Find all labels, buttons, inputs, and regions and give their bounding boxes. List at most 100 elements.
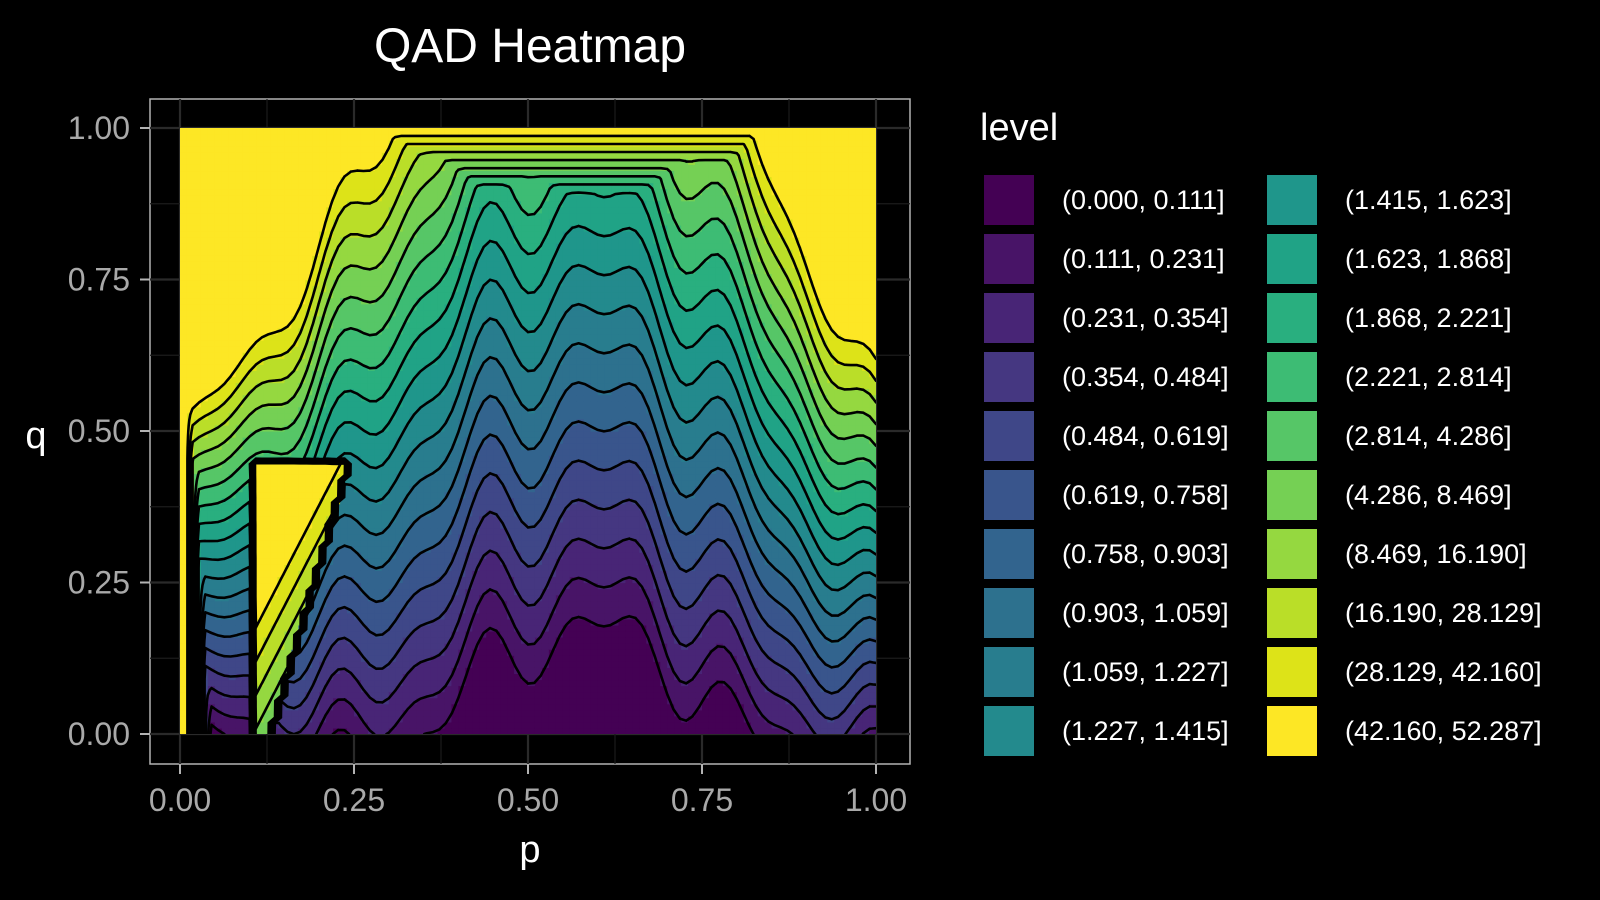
heatmap-cell [507,485,515,493]
heatmap-cell [284,406,292,414]
heatmap-cell [430,643,439,650]
heatmap-cell [472,309,480,317]
heatmap-cell [409,564,418,571]
heatmap-cell [235,721,244,729]
heatmap-cell [395,249,404,256]
heatmap-cell [521,558,529,565]
heatmap-cell [521,497,529,505]
heatmap-cell [354,188,362,196]
heatmap-cell [200,364,209,371]
heatmap-cell [305,188,313,196]
heatmap-cell [381,649,390,656]
heatmap-cell [305,527,313,535]
heatmap-cell [409,218,418,226]
heatmap-cell [284,327,292,335]
heatmap-cell [423,297,432,305]
heatmap-cell [507,552,515,559]
heatmap-cell [444,231,453,238]
heatmap-cell [277,600,285,608]
heatmap-cell [430,315,439,323]
heatmap-cell [402,509,411,517]
heatmap-cell [312,273,320,281]
heatmap-cell [277,334,285,341]
heatmap-cell [263,394,272,402]
heatmap-cell [291,624,299,632]
heatmap-cell [521,612,529,620]
heatmap-cell [493,606,501,614]
heatmap-cell [270,134,279,141]
heatmap-cell [367,212,376,220]
heatmap-cell [180,461,188,468]
heatmap-cell [256,200,265,208]
heatmap-cell [430,709,439,717]
heatmap-cell [354,661,362,668]
heatmap-cell [416,473,425,481]
heatmap-cell [493,303,501,311]
heatmap-cell [347,697,355,705]
heatmap-cell [402,515,411,523]
heatmap-cell [340,303,348,311]
heatmap-cell [514,206,522,214]
heatmap-cell [374,685,383,693]
heatmap-cell [347,473,355,481]
heatmap-cell [416,673,425,681]
heatmap-cell [367,370,376,378]
heatmap-cell [507,176,515,184]
heatmap-cell [521,570,529,578]
heatmap-cell [326,649,334,656]
heatmap-cell [214,182,223,190]
heatmap-cell [500,152,508,159]
heatmap-cell [416,643,425,650]
heatmap-cell [416,582,425,590]
heatmap-cell [360,540,369,547]
heatmap-cell [228,406,237,414]
heatmap-cell [521,564,529,571]
heatmap-cell [298,546,306,553]
heatmap-cell [305,352,313,359]
heatmap-cell [451,691,459,699]
heatmap-cell [493,412,501,420]
heatmap-cell [333,594,341,602]
heatmap-cell [180,594,188,602]
heatmap-cell [409,546,418,553]
heatmap-cell [242,449,251,456]
heatmap-cell [479,503,487,511]
heatmap-cell [256,273,265,281]
heatmap-cell [521,582,529,590]
heatmap-cell [514,388,522,396]
heatmap-cell [186,140,195,147]
heatmap-cell [256,382,265,390]
heatmap-cell [221,134,230,141]
heatmap-cell [221,206,230,214]
heatmap-cell [402,164,411,172]
heatmap-cell [416,540,425,547]
heatmap-cell [284,461,292,468]
heatmap-cell [200,588,209,596]
heatmap-cell [326,637,334,644]
heatmap-cell [381,703,390,711]
heatmap-cell [458,679,466,687]
heatmap-cell [374,279,383,287]
heatmap-cell [193,406,202,414]
heatmap-cell [256,394,265,402]
heatmap-cell [326,346,334,353]
heatmap-cell [486,467,494,475]
heatmap-cell [521,297,529,305]
heatmap-cell [374,158,383,165]
heatmap-cell [326,218,334,226]
heatmap-cell [507,455,515,462]
heatmap-cell [228,218,237,226]
heatmap-cell [214,212,223,220]
heatmap-cell [291,255,299,262]
heatmap-cell [451,412,459,420]
heatmap-cell [416,176,425,184]
heatmap-cell [333,479,341,487]
heatmap-cell [305,503,313,511]
heatmap-cell [347,600,355,608]
heatmap-cell [180,212,188,220]
heatmap-cell [221,582,230,590]
heatmap-cell [221,321,230,329]
heatmap-cell [249,249,258,256]
heatmap-cell [437,534,446,541]
heatmap-cell [472,679,480,687]
